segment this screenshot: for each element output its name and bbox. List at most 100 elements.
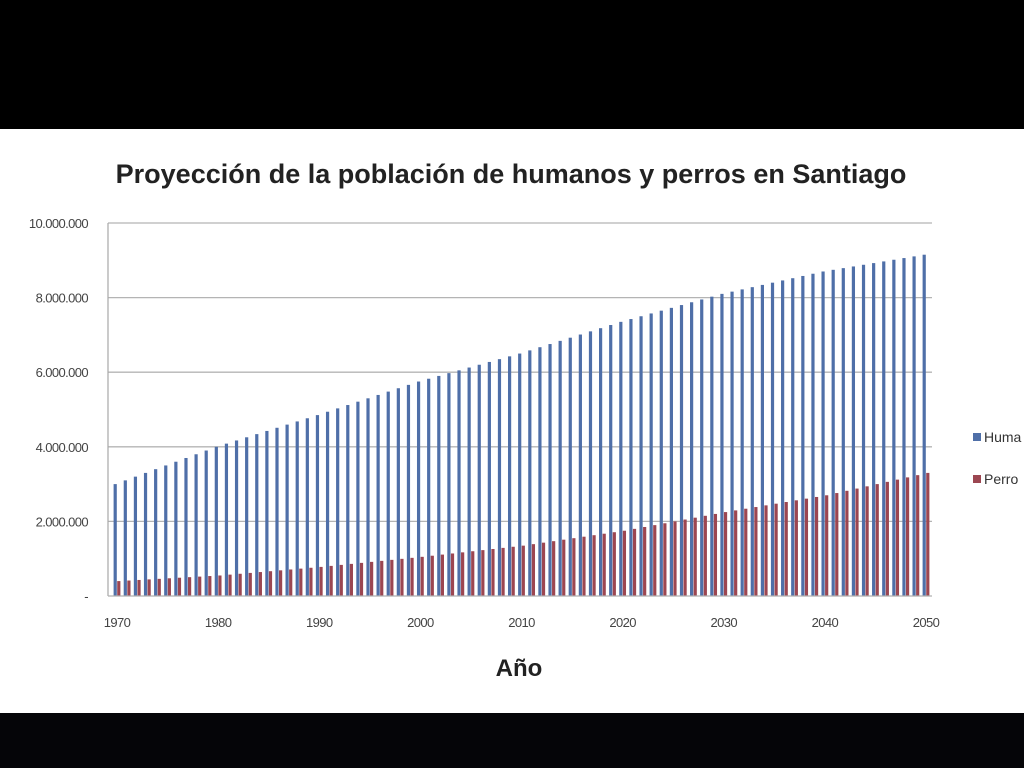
bar-group-2028 (700, 299, 707, 596)
chart-title: Proyección de la población de humanos y … (116, 159, 907, 189)
bar-humanos (872, 263, 876, 596)
bar-humanos (477, 364, 481, 596)
x-tick-label: 1980 (205, 615, 232, 630)
bar-group-1988 (295, 421, 303, 596)
bar-perros (289, 569, 293, 596)
bar-group-1982 (234, 440, 242, 596)
x-tick-label: 1990 (306, 615, 333, 630)
bar-group-1979 (204, 450, 212, 596)
bar-group-1996 (376, 394, 384, 596)
bar-humanos (325, 411, 330, 596)
bar-perros (794, 500, 798, 596)
y-tick-label: 2.000.000 (36, 514, 89, 529)
bar-humanos (851, 266, 856, 596)
bar-group-2027 (690, 302, 697, 596)
bar-perros (390, 559, 394, 596)
x-tick-label: 2000 (407, 615, 434, 630)
bar-humanos (467, 367, 471, 596)
bar-group-1995 (366, 398, 374, 596)
bar-group-2030 (720, 293, 728, 596)
bar-perros (734, 510, 738, 596)
bar-perros (562, 539, 566, 596)
bar-group-2003 (447, 373, 455, 596)
bar-humanos (184, 457, 188, 596)
bar-perros (329, 565, 333, 596)
bar-perros (501, 547, 505, 596)
bar-perros (461, 552, 465, 596)
bar-perros (622, 530, 627, 596)
bar-group-2037 (791, 278, 798, 596)
bar-group-2035 (770, 282, 778, 596)
bar-group-2010 (518, 353, 525, 596)
bar-perros (582, 536, 586, 596)
legend-swatch-perros (973, 475, 981, 483)
bar-group-1971 (123, 480, 131, 596)
bar-group-1992 (336, 408, 343, 596)
bar-perros (309, 567, 313, 596)
bar-group-2026 (679, 305, 687, 596)
bar-humanos (164, 465, 168, 596)
bar-humanos (892, 259, 896, 596)
bar-perros (187, 577, 192, 596)
bar-group-1991 (325, 411, 333, 596)
bar-group-2006 (477, 364, 485, 596)
bar-humanos (750, 287, 754, 596)
bar-group-2039 (811, 273, 819, 596)
y-axis-ticks: - 2.000.000 4.000.000 6.000.000 8.000.000 10.… (29, 216, 89, 604)
bar-perros (491, 549, 495, 596)
bar-humanos (416, 381, 421, 596)
bar-perros (440, 554, 444, 596)
bar-perros (764, 505, 768, 596)
bar-humanos (315, 415, 320, 596)
bar-group-1998 (396, 388, 404, 596)
bar-group-2033 (750, 287, 758, 596)
bar-humanos (781, 280, 785, 596)
bar-group-1976 (174, 461, 182, 596)
bar-humanos (133, 476, 138, 596)
bar-humanos (568, 337, 572, 596)
bar-group-2013 (548, 344, 556, 596)
bar-humanos (396, 388, 400, 596)
bar-group-1975 (164, 465, 171, 596)
bar-group-1983 (245, 437, 252, 596)
bar-humanos (174, 461, 178, 596)
bar-humanos (376, 394, 380, 596)
bar-perros (319, 566, 323, 596)
bar-humanos (730, 291, 734, 596)
bar-group-2029 (710, 296, 718, 596)
bar-humanos (518, 353, 522, 596)
bar-humanos (154, 469, 158, 596)
x-axis-label: Año (496, 655, 543, 682)
y-tick-label: 6.000.000 (36, 365, 89, 380)
bar-humanos (265, 430, 269, 596)
bar-humanos (285, 424, 289, 596)
bar-group-2041 (831, 269, 839, 596)
x-axis-ticks: 1970 1980 1990 2000 2010 2020 2030 2040 2050 (104, 615, 940, 630)
bar-group-1986 (275, 427, 283, 596)
bar-perros (814, 496, 819, 596)
bar-perros (248, 572, 252, 596)
bar-group-2009 (507, 356, 515, 596)
bar-perros (926, 472, 930, 596)
bar-group-1999 (406, 384, 414, 596)
bar-group-1978 (194, 454, 202, 596)
bar-perros (754, 507, 758, 596)
bar-humanos (578, 334, 582, 596)
bar-humanos (922, 254, 926, 596)
legend-label-perros: Perro (984, 471, 1018, 487)
legend-item-humanos: Huma (973, 429, 1022, 445)
legend-item-perros: Perro (973, 471, 1018, 487)
bar-group-2042 (841, 268, 849, 596)
bar-humanos (760, 284, 764, 596)
bar-humanos (113, 484, 117, 596)
x-tick-label: 2010 (508, 615, 535, 630)
bar-group-2050 (922, 254, 930, 596)
bar-perros (258, 572, 262, 596)
bar-perros (117, 581, 121, 596)
bar-group-1990 (315, 415, 323, 596)
x-tick-label: 2020 (609, 615, 636, 630)
bar-group-1994 (356, 401, 364, 596)
bar-humanos (599, 328, 603, 596)
bar-perros (643, 526, 647, 596)
bar-group-2017 (588, 331, 596, 596)
